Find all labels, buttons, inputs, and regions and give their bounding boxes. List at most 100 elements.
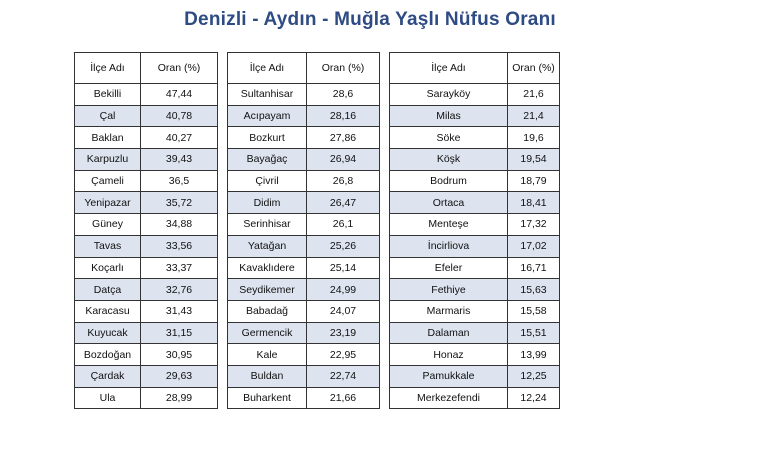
district-name-cell: Merkezefendi: [389, 386, 508, 410]
district-name-cell: Tavas: [74, 234, 141, 258]
table-row: Menteşe 17,32: [389, 213, 560, 236]
district-table-2: İlçe Adı Oran (%) Sultanhisar 28,6 Acıpayam 2…: [227, 52, 380, 410]
table-row: Yenipazar 35,72: [74, 191, 218, 215]
ratio-cell: 35,72: [140, 191, 218, 215]
table-header-row: İlçe Adı Oran (%): [227, 52, 380, 84]
table-row: Pamukkale 12,25: [389, 364, 560, 388]
table-row: Çivril 26,8: [227, 169, 380, 193]
table-row: Kavaklıdere 25,14: [227, 256, 380, 280]
district-name-cell: Didim: [227, 191, 307, 215]
district-name-cell: Baklan: [74, 126, 141, 150]
table-row: Milas 21,4: [389, 104, 560, 128]
ratio-cell: 40,27: [140, 126, 218, 150]
table-row: Merkezefendi 12,24: [389, 386, 560, 410]
district-name-cell: Milas: [389, 104, 508, 128]
header-ratio: Oran (%): [507, 52, 560, 84]
district-name-cell: Datça: [74, 278, 141, 301]
table-row: Buharkent 21,66: [227, 386, 380, 410]
ratio-cell: 28,6: [306, 83, 380, 106]
table-row: Güney 34,88: [74, 213, 218, 236]
district-name-cell: Pamukkale: [389, 364, 508, 388]
ratio-cell: 18,79: [507, 169, 560, 193]
district-name-cell: Bozdoğan: [74, 343, 141, 366]
district-name-cell: Çivril: [227, 169, 307, 193]
district-name-cell: Çal: [74, 104, 141, 128]
table-row: Kuyucak 31,15: [74, 321, 218, 345]
table-row: Çameli 36,5: [74, 169, 218, 193]
table-header-row: İlçe Adı Oran (%): [389, 52, 560, 84]
ratio-cell: 19,6: [507, 126, 560, 150]
district-name-cell: Ortaca: [389, 191, 508, 215]
table-row: Serinhisar 26,1: [227, 213, 380, 236]
table-row: Koçarlı 33,37: [74, 256, 218, 280]
ratio-cell: 26,94: [306, 148, 380, 171]
ratio-cell: 25,14: [306, 256, 380, 280]
table-row: Dalaman 15,51: [389, 321, 560, 345]
table-row: Datça 32,76: [74, 278, 218, 301]
district-name-cell: Bozkurt: [227, 126, 307, 150]
table-row: Bozkurt 27,86: [227, 126, 380, 150]
table-row: Köşk 19,54: [389, 148, 560, 171]
header-district: İlçe Adı: [74, 52, 141, 84]
ratio-cell: 12,24: [507, 386, 560, 410]
tables-container: İlçe Adı Oran (%) Bekilli 47,44 Çal 40,78 Bakl…: [74, 52, 560, 410]
district-name-cell: Buharkent: [227, 386, 307, 410]
district-name-cell: Acıpayam: [227, 104, 307, 128]
table-row: Sarayköy 21,6: [389, 83, 560, 106]
district-name-cell: Kale: [227, 343, 307, 366]
header-ratio: Oran (%): [140, 52, 218, 84]
ratio-cell: 15,58: [507, 299, 560, 323]
page-title: Denizli - Aydın - Muğla Yaşlı Nüfus Oran…: [184, 9, 556, 30]
district-name-cell: Germencik: [227, 321, 307, 345]
ratio-cell: 26,47: [306, 191, 380, 215]
table-row: Efeler 16,71: [389, 256, 560, 280]
district-name-cell: Ula: [74, 386, 141, 410]
table-row: Söke 19,6: [389, 126, 560, 150]
ratio-cell: 32,76: [140, 278, 218, 301]
table-row: Germencik 23,19: [227, 321, 380, 345]
table-row: Ortaca 18,41: [389, 191, 560, 215]
table-row: Yatağan 25,26: [227, 234, 380, 258]
ratio-cell: 26,1: [306, 213, 380, 236]
ratio-cell: 39,43: [140, 148, 218, 171]
district-name-cell: Efeler: [389, 256, 508, 280]
district-name-cell: Bekilli: [74, 83, 141, 106]
district-name-cell: Dalaman: [389, 321, 508, 345]
table-row: Buldan 22,74: [227, 364, 380, 388]
ratio-cell: 27,86: [306, 126, 380, 150]
district-name-cell: Karacasu: [74, 299, 141, 323]
table-row: Karacasu 31,43: [74, 299, 218, 323]
table-row: Fethiye 15,63: [389, 278, 560, 301]
ratio-cell: 15,51: [507, 321, 560, 345]
table-row: Seydikemer 24,99: [227, 278, 380, 301]
table-row: İncirliova 17,02: [389, 234, 560, 258]
ratio-cell: 31,43: [140, 299, 218, 323]
district-name-cell: Koçarlı: [74, 256, 141, 280]
table-row: Çal 40,78: [74, 104, 218, 128]
table-gap: [380, 52, 389, 409]
ratio-cell: 36,5: [140, 169, 218, 193]
ratio-cell: 25,26: [306, 234, 380, 258]
district-name-cell: Çardak: [74, 364, 141, 388]
ratio-cell: 21,66: [306, 386, 380, 410]
ratio-cell: 47,44: [140, 83, 218, 106]
district-name-cell: İncirliova: [389, 234, 508, 258]
district-name-cell: Kuyucak: [74, 321, 141, 345]
ratio-cell: 16,71: [507, 256, 560, 280]
ratio-cell: 28,99: [140, 386, 218, 410]
ratio-cell: 24,07: [306, 299, 380, 323]
ratio-cell: 22,74: [306, 364, 380, 388]
table-row: Babadağ 24,07: [227, 299, 380, 323]
district-name-cell: Söke: [389, 126, 508, 150]
district-name-cell: Karpuzlu: [74, 148, 141, 171]
ratio-cell: 31,15: [140, 321, 218, 345]
table-gap: [218, 52, 227, 409]
district-name-cell: Buldan: [227, 364, 307, 388]
table-row: Karpuzlu 39,43: [74, 148, 218, 171]
district-name-cell: Honaz: [389, 343, 508, 366]
table-row: Tavas 33,56: [74, 234, 218, 258]
district-name-cell: Bayağaç: [227, 148, 307, 171]
table-row: Sultanhisar 28,6: [227, 83, 380, 106]
table-row: Kale 22,95: [227, 343, 380, 366]
ratio-cell: 34,88: [140, 213, 218, 236]
